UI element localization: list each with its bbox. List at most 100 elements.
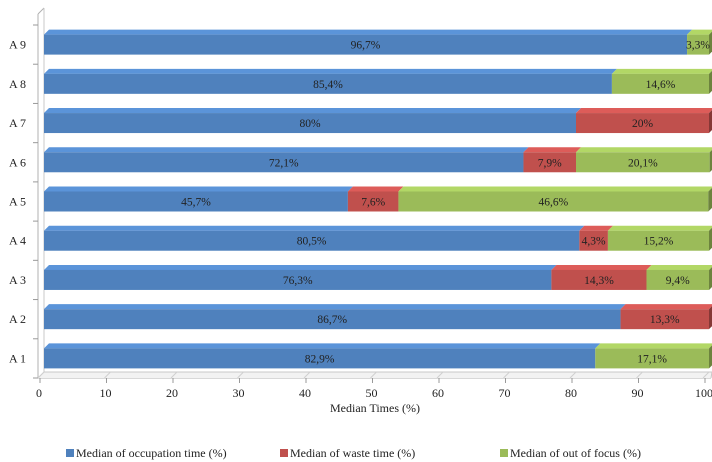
bar-side-face [709, 149, 712, 173]
bar-group: 82,9% 17,1% 86,7% 13,3% 76,3% 14,3% 9,4% 80,5% 4… [44, 29, 712, 369]
bar-top-face [595, 343, 712, 349]
data-label: 13,3% [650, 314, 680, 326]
category-labels: A 1 A 2 A 3 A 4 A 5 A 6 A 7 A 8 A 9 [9, 38, 26, 366]
bar [44, 191, 348, 212]
data-label: 46,6% [539, 197, 569, 209]
bar-segment [576, 147, 712, 173]
bar [398, 191, 709, 212]
x-tick-label: 80 [565, 386, 577, 400]
bar-segment [620, 304, 712, 330]
bar-segment [347, 186, 404, 212]
bar [687, 34, 709, 55]
bar-segment [44, 147, 529, 173]
data-label: 20% [632, 118, 654, 130]
bar-segment [44, 264, 557, 290]
bar-top-face [398, 186, 712, 192]
bar-top-face [44, 147, 529, 153]
x-tick-label: 30 [233, 386, 245, 400]
bar [44, 73, 612, 94]
data-label: 3,3% [686, 40, 710, 52]
bar [44, 269, 552, 290]
bar [607, 230, 709, 251]
bar-top-face [44, 264, 557, 270]
floor-gridline [237, 371, 244, 379]
legend-label: Median of waste time (%) [290, 446, 415, 460]
legend-swatch [280, 449, 288, 457]
data-label: 4,3% [582, 236, 606, 248]
bar [595, 348, 709, 369]
x-tick-label: 100 [695, 386, 712, 400]
bar-top-face [44, 186, 353, 192]
bar-segment [611, 68, 712, 94]
legend: Median of occupation time (%) Median of w… [66, 446, 641, 460]
floor-gridline [170, 371, 178, 379]
bar-segment [44, 343, 601, 369]
bar-segment [687, 29, 712, 55]
category-label: A 9 [9, 38, 26, 52]
category-label: A 2 [9, 312, 26, 326]
axis-depth-line [37, 7, 45, 15]
category-label: A 1 [9, 351, 26, 365]
bar-segment [44, 186, 353, 212]
data-label: 14,3% [584, 275, 614, 287]
bar-side-face [709, 31, 712, 55]
bar-side-face [709, 227, 712, 251]
data-label: 7,9% [538, 157, 562, 169]
x-tick-label: 20 [166, 386, 178, 400]
floor-gridline [370, 371, 377, 379]
bar-segment [646, 264, 712, 290]
bar-top-face [607, 225, 712, 231]
x-tick-label: 70 [499, 386, 511, 400]
bar [611, 73, 709, 94]
floor-gridline [436, 371, 444, 379]
bar-top-face [44, 304, 626, 310]
category-label: A 6 [9, 155, 26, 169]
bar-top-face [347, 186, 404, 192]
bar-segment [44, 225, 585, 251]
category-label: A 4 [9, 234, 26, 248]
bar [44, 113, 576, 134]
bar-segment [398, 186, 712, 212]
floor-gridline [503, 371, 510, 379]
data-label: 15,2% [644, 236, 674, 248]
data-label: 80% [299, 118, 321, 130]
x-tick-label: 10 [100, 386, 112, 400]
bar-top-face [646, 264, 712, 270]
bar-top-face [44, 225, 585, 231]
legend-swatch [66, 449, 74, 457]
bar [620, 309, 709, 330]
bar-side-face [709, 110, 712, 134]
category-label: A 8 [9, 77, 26, 91]
floor-gridline [303, 371, 311, 379]
bar-top-face [44, 29, 693, 35]
bar [44, 230, 580, 251]
bar-side-face [708, 187, 712, 212]
bar-segment [44, 68, 617, 94]
data-label: 7,6% [361, 197, 385, 209]
floor-gridline [702, 371, 710, 379]
bar [576, 113, 709, 134]
bar-segment [44, 304, 626, 330]
bar-segment [44, 108, 581, 134]
legend-item: Median of waste time (%) [280, 446, 415, 460]
data-label: 86,7% [317, 314, 347, 326]
data-label: 9,4% [666, 275, 690, 287]
data-label: 17,1% [637, 353, 667, 365]
data-label: 20,1% [628, 157, 658, 169]
bar-top-face [576, 147, 712, 153]
data-label: 14,6% [646, 79, 676, 91]
category-label: A 7 [9, 116, 26, 130]
legend-item: Median of out of focus (%) [500, 446, 641, 460]
category-label: A 5 [9, 195, 26, 209]
legend-item: Median of occupation time (%) [66, 446, 227, 460]
data-label: 45,7% [181, 197, 211, 209]
bar [347, 191, 399, 212]
x-axis-title: Median Times (%) [330, 401, 420, 415]
bar-segment [523, 147, 581, 173]
bar [44, 34, 688, 55]
data-label: 76,3% [283, 275, 313, 287]
bar-top-face [576, 108, 712, 114]
x-tick-label: 40 [299, 386, 311, 400]
legend-label: Median of out of focus (%) [510, 446, 641, 460]
